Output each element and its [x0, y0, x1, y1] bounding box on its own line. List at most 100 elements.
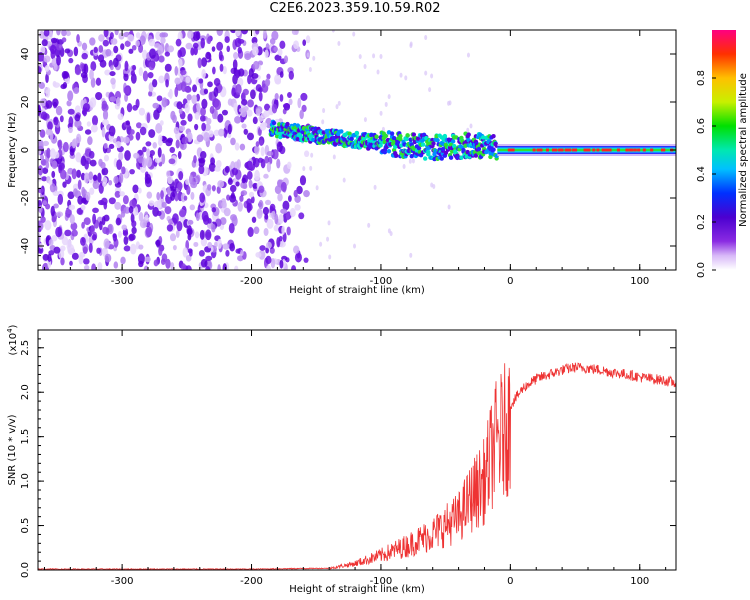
heatmap-noise-blob — [89, 97, 97, 108]
heatmap-noise-blob — [148, 200, 155, 207]
carrier-peak — [596, 148, 600, 152]
heatmap-noise-blob — [272, 149, 279, 160]
heatmap-noise-blob — [237, 255, 244, 262]
heatmap-noise-blob — [80, 155, 87, 167]
heatmap-noise-blob — [82, 246, 88, 254]
heatmap-noise-blob — [337, 100, 341, 106]
heatmap-noise-blob — [155, 122, 163, 134]
heatmap-noise-blob — [109, 32, 114, 40]
heatmap-noise-blob — [108, 197, 116, 205]
heatmap-noise-blob — [92, 174, 98, 181]
heatmap-noise-blob — [51, 170, 56, 179]
heatmap-noise-blob — [264, 199, 272, 206]
heatmap-noise-blob — [198, 158, 205, 168]
spectrogram-x-tick-label: 100 — [630, 276, 649, 287]
heatmap-noise-blob — [246, 109, 253, 117]
heatmap-noise-blob — [241, 177, 246, 184]
heatmap-noise-blob — [258, 91, 263, 102]
heatmap-noise-blob — [363, 117, 367, 123]
heatmap-noise-blob — [199, 192, 206, 203]
heatmap-noise-blob — [271, 103, 278, 114]
snr-y-tick-label: 0.5 — [20, 518, 31, 534]
heatmap-noise-blob — [51, 160, 58, 170]
heatmap-noise-blob — [179, 216, 186, 222]
heatmap-noise-blob — [100, 161, 106, 169]
spectrogram-y-ticks: -40 -20 0 20 40 — [20, 34, 676, 266]
heatmap-noise-blob — [185, 178, 190, 185]
heatmap-noise-blob — [232, 59, 238, 70]
heatmap-noise-blob — [239, 195, 244, 202]
heatmap-noise-blob — [177, 150, 182, 160]
heatmap-noise-blob — [319, 241, 323, 247]
heatmap-noise-blob — [389, 231, 393, 237]
snr-y-multiplier-base: (x10 — [8, 333, 19, 356]
heatmap-noise-blob — [207, 36, 212, 45]
heatmap-noise-blob — [217, 113, 224, 123]
heatmap-noise-blob — [69, 260, 73, 266]
carrier-peak — [628, 148, 632, 152]
heatmap-noise-blob — [153, 109, 160, 120]
heatmap-noise-blob — [187, 30, 194, 39]
heatmap-noise-blob — [45, 129, 53, 136]
heatmap-noise-blob — [409, 41, 413, 47]
heatmap-noise-blob — [184, 86, 192, 93]
heatmap-noise-blob — [262, 206, 270, 216]
heatmap-noise-blob — [45, 100, 53, 109]
heatmap-noise-blob — [279, 40, 286, 50]
carrier-peak — [642, 148, 646, 152]
heatmap-noise-blob — [41, 176, 48, 182]
heatmap-noise-blob — [222, 65, 227, 75]
heatmap-noise-blob — [121, 224, 127, 231]
carrier-peak — [637, 148, 641, 152]
heatmap-noise-blob — [258, 199, 264, 210]
heatmap-noise-blob — [131, 220, 137, 228]
heatmap-noise-blob — [328, 254, 332, 260]
heatmap-noise-blob — [117, 230, 122, 238]
heatmap-noise-blob — [185, 76, 191, 84]
heatmap-noise-blob — [103, 201, 108, 210]
heatmap-noise-blob — [217, 180, 225, 188]
heatmap-noise-blob — [92, 180, 100, 190]
colorbar-ticks: 0.0 0.2 0.4 0.6 0.8 — [696, 70, 716, 278]
heatmap-noise-blob — [59, 245, 66, 252]
heatmap-noise-blob — [264, 103, 271, 111]
heatmap-noise-blob — [230, 137, 236, 146]
heatmap-noise-blob — [277, 48, 283, 57]
heatmap-signal-blob — [439, 156, 444, 161]
heatmap-noise-blob — [185, 265, 192, 270]
heatmap-noise-blob — [161, 201, 167, 208]
heatmap-noise-blob — [247, 226, 254, 238]
heatmap-signal-blob — [404, 136, 409, 142]
heatmap-noise-blob — [98, 34, 105, 42]
spectrogram-y-tick-label: 20 — [20, 96, 31, 109]
heatmap-noise-blob — [214, 166, 221, 172]
heatmap-noise-blob — [165, 258, 171, 269]
heatmap-noise-blob — [86, 121, 91, 127]
heatmap-noise-blob — [65, 208, 72, 218]
heatmap-noise-blob — [68, 57, 74, 64]
spectrogram-x-tick-label: 0 — [507, 276, 513, 287]
heatmap-noise-blob — [130, 70, 136, 77]
spectrogram-x-label: Height of straight line (km) — [289, 285, 425, 296]
heatmap-noise-blob — [274, 185, 282, 195]
heatmap-noise-blob — [213, 129, 220, 137]
heatmap-noise-blob — [61, 30, 67, 37]
carrier-peak — [601, 148, 605, 152]
heatmap-noise-blob — [54, 151, 60, 159]
heatmap-noise-blob — [152, 102, 159, 109]
heatmap-noise-blob — [424, 70, 428, 76]
heatmap-noise-blob — [120, 256, 126, 265]
heatmap-noise-blob — [251, 72, 259, 79]
heatmap-noise-blob — [252, 182, 259, 189]
heatmap-noise-blob — [89, 187, 95, 195]
colorbar-tick-label: 0.2 — [696, 214, 707, 230]
heatmap-noise-blob — [175, 230, 180, 238]
heatmap-noise-blob — [197, 57, 202, 69]
heatmap-noise-blob — [269, 247, 275, 254]
heatmap-noise-blob — [187, 219, 194, 225]
heatmap-noise-blob — [178, 171, 184, 181]
heatmap-noise-blob — [293, 189, 298, 198]
heatmap-noise-blob — [175, 139, 180, 149]
snr-y-tick-label: 1.5 — [20, 429, 31, 445]
heatmap-noise-blob — [265, 264, 272, 270]
